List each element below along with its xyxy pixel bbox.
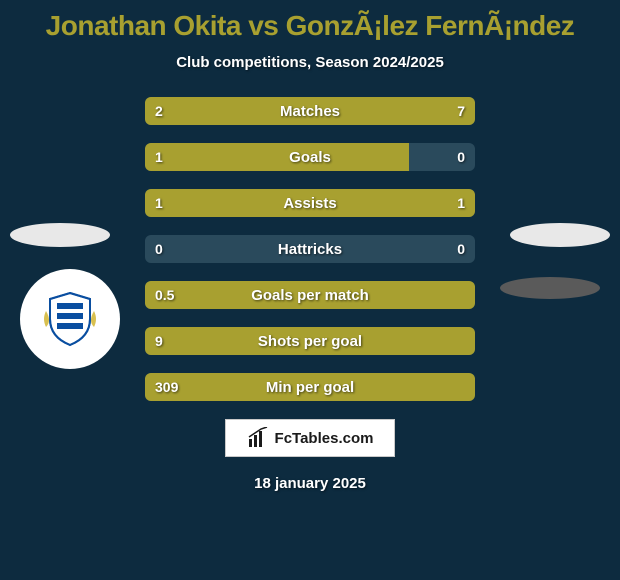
player-oval-left [10, 223, 110, 247]
brand-label: FcTables.com [275, 430, 374, 447]
stat-label: Goals per match [145, 281, 475, 309]
page-title: Jonathan Okita vs GonzÃ¡lez FernÃ¡ndez [0, 10, 620, 42]
stat-label: Assists [145, 189, 475, 217]
stat-label: Hattricks [145, 235, 475, 263]
club-crest-icon [40, 289, 100, 349]
chart-icon [247, 427, 269, 449]
stat-row: 27Matches [145, 97, 475, 125]
stat-row: 11Assists [145, 189, 475, 217]
stat-label: Goals [145, 143, 475, 171]
stat-row: 0.5Goals per match [145, 281, 475, 309]
stat-label: Matches [145, 97, 475, 125]
date-label: 18 january 2025 [0, 475, 620, 492]
stat-row: 00Hattricks [145, 235, 475, 263]
stat-label: Min per goal [145, 373, 475, 401]
stat-label: Shots per goal [145, 327, 475, 355]
subtitle: Club competitions, Season 2024/2025 [0, 54, 620, 71]
stats-area: 27Matches 10Goals 11Assists 00Hattricks 0.5G… [0, 97, 620, 401]
club-badge-left [20, 269, 120, 369]
stat-row: 309Min per goal [145, 373, 475, 401]
player-oval-right-2 [500, 277, 600, 299]
stat-row: 10Goals [145, 143, 475, 171]
brand-box[interactable]: FcTables.com [225, 419, 395, 457]
comparison-card: Jonathan Okita vs GonzÃ¡lez FernÃ¡ndez C… [0, 0, 620, 580]
player-oval-right [510, 223, 610, 247]
stat-row: 9Shots per goal [145, 327, 475, 355]
